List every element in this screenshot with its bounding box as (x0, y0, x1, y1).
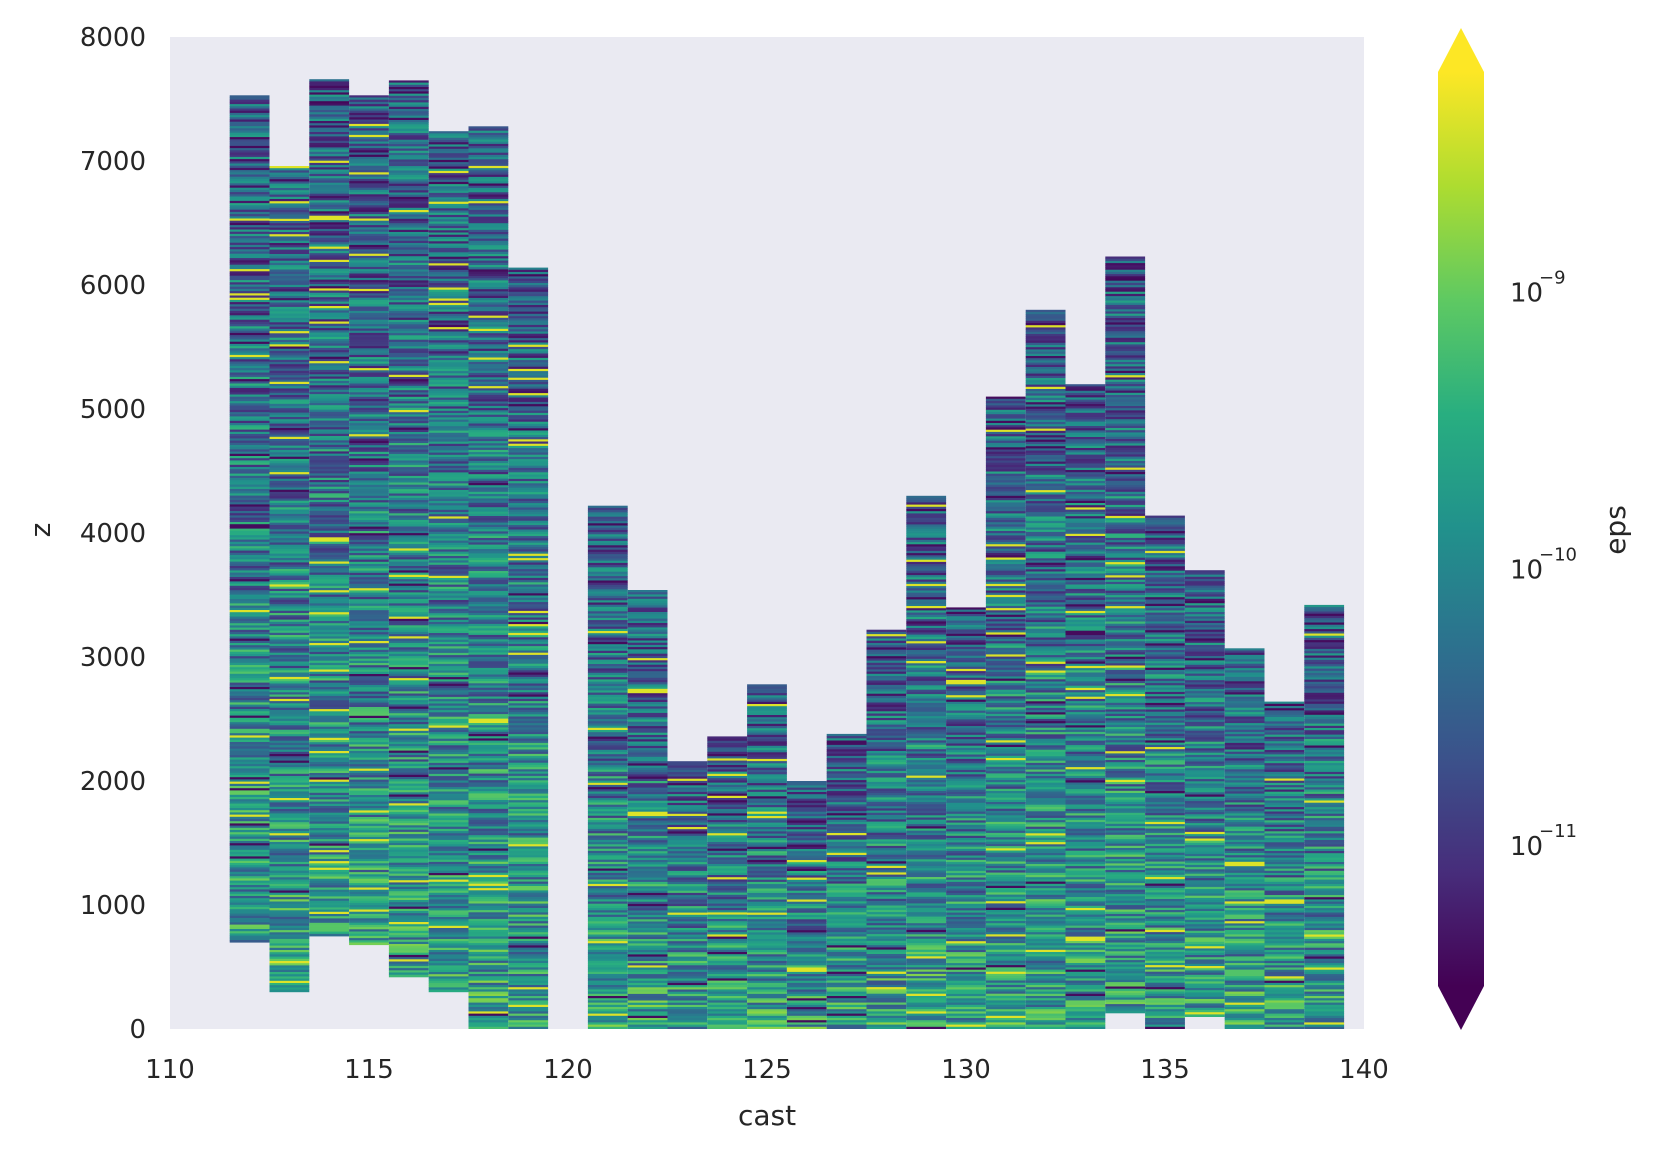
x-tick-125: 125 (742, 1055, 792, 1085)
y-tick-labels: 0 1000 2000 3000 4000 5000 6000 7000 8000 (80, 23, 146, 1045)
y-tick-6000: 6000 (80, 271, 146, 301)
y-tick-3000: 3000 (80, 643, 146, 673)
cast-column-134 (1105, 257, 1145, 1014)
y-tick-7000: 7000 (80, 147, 146, 177)
cast-column-118 (469, 126, 509, 1029)
cast-column-125 (747, 684, 787, 1029)
cast-column-127 (827, 734, 867, 1030)
cast-column-133 (1066, 384, 1106, 1029)
colorbar-gradient (1438, 72, 1484, 986)
colorbar: 10−11 10−10 10−9 eps (1438, 28, 1632, 1030)
cast-column-115 (349, 95, 389, 945)
colorbar-tick-exponent: −11 (1539, 821, 1577, 842)
x-tick-120: 120 (543, 1055, 593, 1085)
x-tick-140: 140 (1339, 1055, 1389, 1085)
x-tick-115: 115 (344, 1055, 394, 1085)
cast-column-129 (906, 496, 946, 1030)
cast-column-112 (230, 95, 270, 942)
cast-column-114 (309, 79, 349, 936)
x-tick-130: 130 (941, 1055, 991, 1085)
cast-column-128 (867, 630, 907, 1030)
colorbar-label: eps (1599, 505, 1632, 555)
cast-column-117 (429, 131, 469, 992)
y-axis-label: z (24, 523, 57, 538)
colorbar-tick-labels: 10−11 10−10 10−9 (1510, 267, 1577, 862)
cast-column-135 (1145, 516, 1185, 1030)
y-tick-8000: 8000 (80, 23, 146, 53)
cast-column-116 (389, 80, 429, 977)
colorbar-tick-−9: 10−9 (1510, 267, 1566, 308)
cast-column-131 (986, 397, 1026, 1030)
y-tick-4000: 4000 (80, 519, 146, 549)
cast-column-126 (787, 781, 827, 1029)
colorbar-bottom-extension (1438, 986, 1484, 1030)
y-tick-5000: 5000 (80, 395, 146, 425)
colorbar-tick-−11: 10−11 (1510, 821, 1577, 862)
cast-column-136 (1185, 570, 1225, 1017)
colorbar-tick-−10: 10−10 (1510, 544, 1577, 585)
x-tick-labels: 110 115 120 125 130 135 140 (145, 1055, 1389, 1085)
cast-column-137 (1225, 648, 1265, 1029)
x-tick-110: 110 (145, 1055, 195, 1085)
cast-column-113 (270, 166, 310, 992)
x-axis-label: cast (738, 1099, 796, 1132)
cast-column-132 (1026, 310, 1066, 1030)
cast-column-119 (508, 268, 548, 1030)
colorbar-tick-exponent: −9 (1539, 267, 1566, 288)
cast-column-130 (946, 607, 986, 1029)
cast-column-123 (668, 761, 708, 1029)
colorbar-top-extension (1438, 28, 1484, 72)
x-tick-135: 135 (1140, 1055, 1190, 1085)
y-tick-0: 0 (129, 1015, 146, 1045)
cast-column-121 (588, 506, 628, 1030)
cast-column-139 (1304, 605, 1344, 1030)
y-tick-1000: 1000 (80, 891, 146, 921)
cast-column-122 (628, 590, 668, 1029)
cast-column-124 (707, 736, 747, 1029)
cast-column-138 (1265, 702, 1305, 1030)
colorbar-tick-exponent: −10 (1539, 544, 1577, 565)
y-tick-2000: 2000 (80, 767, 146, 797)
